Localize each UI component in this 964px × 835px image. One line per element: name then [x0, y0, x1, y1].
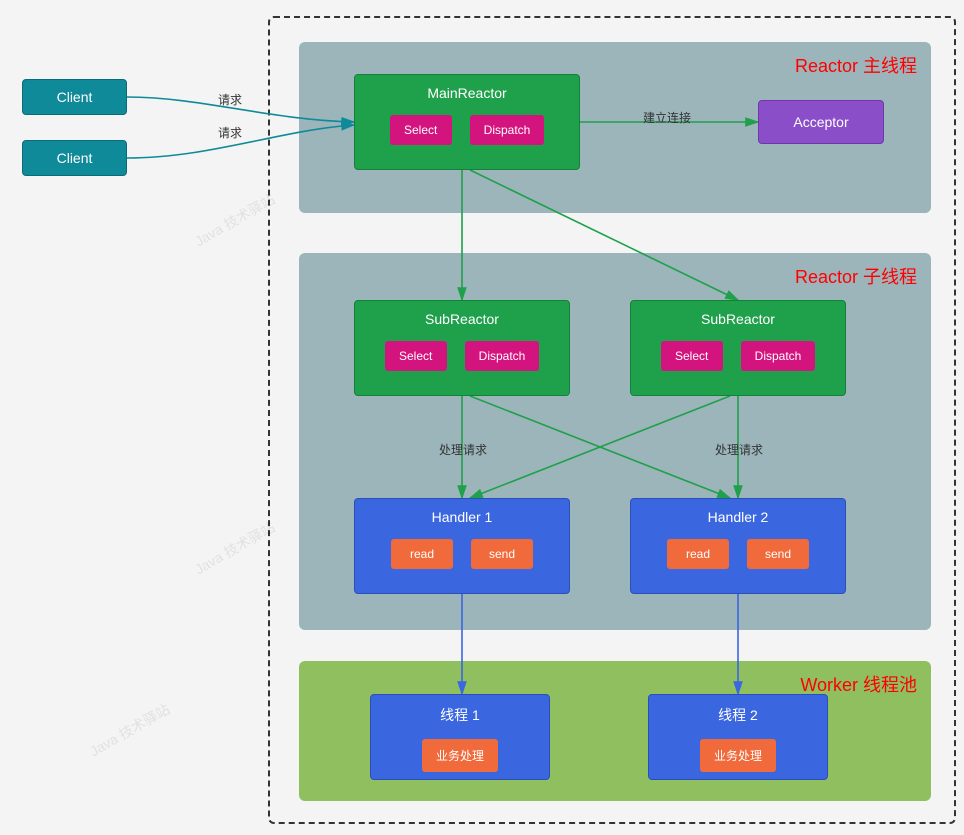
edge-label: 处理请求: [436, 440, 490, 459]
node-main-reactor: MainReactor Select Dispatch: [354, 74, 580, 170]
watermark: Java 技术驿站: [86, 699, 173, 761]
node-sub-reactor-1-title: SubReactor: [425, 301, 499, 335]
region-main-title: Reactor 主线程: [795, 52, 917, 78]
pill: Select: [385, 341, 447, 371]
node-thread-2: 线程 2 业务处理: [648, 694, 828, 780]
node-client1-label: Client: [57, 89, 93, 105]
node-thread-1: 线程 1 业务处理: [370, 694, 550, 780]
node-client2-label: Client: [57, 150, 93, 166]
edge-label: 请求: [215, 123, 245, 142]
pill: Select: [390, 115, 452, 145]
node-handler-2-pills: read send: [631, 533, 845, 583]
node-client1: Client: [22, 79, 127, 115]
node-thread-2-pills: 业务处理: [649, 733, 827, 786]
node-sub-reactor-1-pills: Select Dispatch: [355, 335, 569, 385]
node-handler-2: Handler 2 read send: [630, 498, 846, 594]
node-sub-reactor-2-pills: Select Dispatch: [631, 335, 845, 385]
watermark: Java 技术驿站: [191, 189, 278, 251]
pill: 业务处理: [422, 739, 498, 772]
node-handler-2-title: Handler 2: [708, 499, 769, 533]
edge-label: 请求: [215, 90, 245, 109]
node-sub-reactor-2-title: SubReactor: [701, 301, 775, 335]
node-sub-reactor-1: SubReactor Select Dispatch: [354, 300, 570, 396]
diagram-canvas: Java 技术驿站 Java 技术驿站 Java 技术驿站 Reactor 主线…: [0, 0, 964, 835]
edge-label: 建立连接: [640, 108, 694, 127]
edge-label: 处理请求: [712, 440, 766, 459]
pill: send: [471, 539, 533, 569]
pill: Dispatch: [470, 115, 545, 145]
watermark: Java 技术驿站: [191, 517, 278, 579]
region-sub-title: Reactor 子线程: [795, 263, 917, 289]
node-acceptor: Acceptor: [758, 100, 884, 144]
node-thread-2-title: 线程 2: [718, 695, 758, 733]
node-handler-1-pills: read send: [355, 533, 569, 583]
node-thread-1-pills: 业务处理: [371, 733, 549, 786]
pill: Dispatch: [465, 341, 540, 371]
node-main-reactor-pills: Select Dispatch: [355, 109, 579, 159]
node-sub-reactor-2: SubReactor Select Dispatch: [630, 300, 846, 396]
node-handler-1-title: Handler 1: [432, 499, 493, 533]
pill: send: [747, 539, 809, 569]
pill: 业务处理: [700, 739, 776, 772]
node-thread-1-title: 线程 1: [440, 695, 480, 733]
pill: Select: [661, 341, 723, 371]
node-main-reactor-title: MainReactor: [427, 75, 506, 109]
pill: read: [667, 539, 729, 569]
pill: read: [391, 539, 453, 569]
node-acceptor-label: Acceptor: [793, 114, 848, 130]
pill: Dispatch: [741, 341, 816, 371]
node-handler-1: Handler 1 read send: [354, 498, 570, 594]
node-client2: Client: [22, 140, 127, 176]
